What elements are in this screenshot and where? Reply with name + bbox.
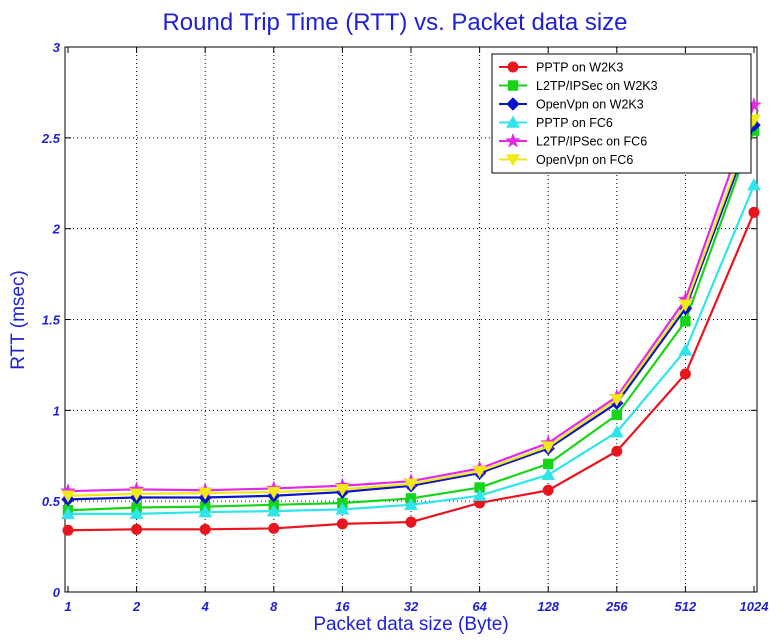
data-point xyxy=(61,506,75,520)
y-axis-ticks: 0 0.5 1 1.5 2 2.5 3 xyxy=(41,40,757,600)
data-point xyxy=(405,516,417,528)
data-point xyxy=(472,488,487,501)
data-point xyxy=(61,490,75,503)
legend-box xyxy=(491,53,752,174)
data-point xyxy=(748,206,760,218)
y-tick-label: 2.5 xyxy=(41,131,61,146)
data-point xyxy=(542,484,554,496)
x-tick-label: 512 xyxy=(675,599,697,614)
legend-item: L2TP/IPSec on W2K3 xyxy=(499,79,658,93)
data-point xyxy=(472,465,487,479)
data-point xyxy=(198,505,213,518)
data-point xyxy=(541,467,556,481)
x-axis-ticks: 1 2 4 8 16 32 64 128 256 512 1024 xyxy=(64,47,769,614)
legend-marker xyxy=(506,154,520,167)
legend: PPTP on W2K3 L2TP/IPSec on W2K3 OpenVpn on… xyxy=(491,53,752,174)
legend-item: PPTP on W2K3 xyxy=(499,61,623,75)
x-tick-label: 128 xyxy=(537,599,559,614)
data-point xyxy=(129,488,144,501)
legend-marker xyxy=(507,80,519,91)
data-point xyxy=(611,409,623,421)
legend-item: L2TP/IPSec on FC6 xyxy=(499,132,647,149)
x-tick-label: 16 xyxy=(335,599,350,614)
y-tick-label: 0.5 xyxy=(42,494,61,509)
legend-marker xyxy=(506,115,520,128)
data-point xyxy=(335,484,350,497)
y-tick-label: 1 xyxy=(53,403,60,418)
data-point xyxy=(747,178,761,191)
data-point xyxy=(404,478,418,491)
x-tick-label: 32 xyxy=(404,599,419,614)
x-tick-label: 256 xyxy=(605,599,628,614)
legend-label: OpenVpn on FC6 xyxy=(536,153,633,167)
chart-title: Round Trip Time (RTT) vs. Packet data si… xyxy=(162,9,627,36)
x-tick-label: 64 xyxy=(472,599,487,614)
legend-label: OpenVpn on W2K3 xyxy=(536,98,644,112)
legend-label: L2TP/IPSec on W2K3 xyxy=(536,79,658,93)
data-point xyxy=(266,504,281,517)
data-point xyxy=(131,523,143,535)
legend-item: OpenVpn on FC6 xyxy=(499,153,633,167)
series-5 xyxy=(61,114,761,503)
data-point xyxy=(404,497,418,511)
data-point xyxy=(129,506,144,520)
data-point xyxy=(198,487,213,501)
data-point xyxy=(542,458,554,470)
legend-label: PPTP on FC6 xyxy=(536,116,613,130)
x-tick-label: 4 xyxy=(201,599,210,614)
series-layer xyxy=(60,96,762,536)
x-tick-label: 8 xyxy=(270,599,278,614)
data-point xyxy=(268,522,280,534)
y-axis-label: RTT (msec) xyxy=(8,270,29,370)
y-tick-label: 1.5 xyxy=(42,313,61,328)
series-3 xyxy=(61,178,761,520)
data-point xyxy=(62,524,74,536)
legend-marker xyxy=(505,132,521,148)
data-point xyxy=(266,486,281,500)
data-point xyxy=(199,523,211,535)
x-axis-label: Packet data size (Byte) xyxy=(313,614,508,635)
data-point xyxy=(680,316,691,327)
x-tick-label: 1024 xyxy=(740,599,770,614)
x-tick-label: 2 xyxy=(132,599,141,614)
legend-label: PPTP on W2K3 xyxy=(536,61,623,75)
legend-item: PPTP on FC6 xyxy=(499,115,613,130)
x-tick-label: 1 xyxy=(64,599,71,614)
y-tick-label: 0 xyxy=(53,585,61,600)
data-point xyxy=(678,343,693,356)
legend-label: L2TP/IPSec on FC6 xyxy=(536,135,647,149)
data-point xyxy=(609,425,624,438)
data-point xyxy=(474,482,485,493)
y-tick-label: 2 xyxy=(52,222,61,237)
legend-marker xyxy=(506,97,520,111)
data-point xyxy=(609,394,624,407)
legend-marker xyxy=(507,61,519,73)
data-point xyxy=(336,518,348,530)
legend-item: OpenVpn on W2K3 xyxy=(499,97,644,112)
data-point xyxy=(335,502,350,515)
data-point xyxy=(541,441,556,454)
data-point xyxy=(679,368,691,380)
y-tick-label: 3 xyxy=(53,40,61,55)
data-point xyxy=(611,445,623,457)
data-point xyxy=(678,299,693,312)
